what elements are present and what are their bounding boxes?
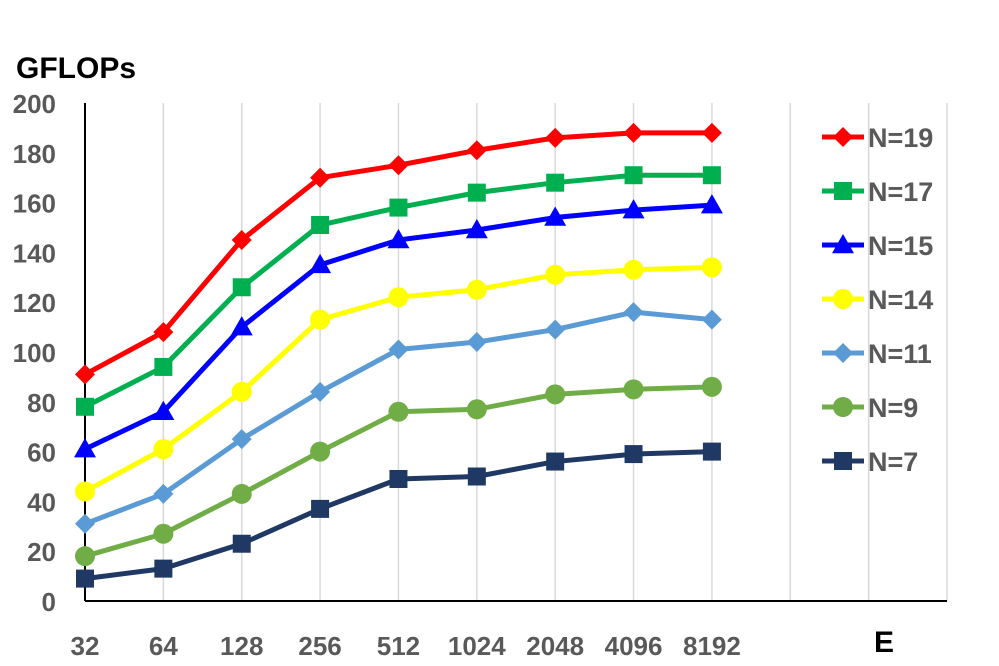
data-point	[154, 560, 172, 578]
y-tick-label: 140	[13, 238, 56, 268]
data-point	[388, 340, 408, 360]
data-point	[76, 570, 94, 588]
y-tick-label: 200	[13, 89, 56, 119]
x-tick-label: 8192	[683, 631, 741, 661]
y-tick-label: 60	[27, 438, 56, 468]
legend-label: N=9	[868, 393, 918, 423]
legend-marker	[834, 452, 852, 470]
data-point	[468, 184, 486, 202]
data-point	[545, 320, 565, 340]
data-point	[467, 280, 487, 300]
data-point	[75, 481, 95, 501]
data-point	[702, 310, 722, 330]
legend-item: N=19	[822, 123, 933, 153]
data-point	[702, 377, 722, 397]
legend-marker	[833, 127, 853, 147]
legend-label: N=19	[868, 123, 933, 153]
legend-item: N=7	[822, 447, 918, 477]
legend-item: N=14	[822, 285, 933, 315]
data-point	[233, 535, 251, 553]
data-point	[75, 364, 95, 384]
x-tick-label: 64	[149, 631, 178, 661]
data-point	[468, 468, 486, 486]
data-point	[546, 174, 564, 192]
y-tick-label: 120	[13, 288, 56, 318]
legend-item: N=15	[822, 231, 933, 261]
legend-label: N=17	[868, 177, 933, 207]
data-point	[703, 443, 721, 461]
data-point	[624, 379, 644, 399]
data-point	[388, 155, 408, 175]
data-point	[310, 442, 330, 462]
data-point	[624, 260, 644, 280]
data-point	[702, 257, 722, 277]
data-point	[232, 484, 252, 504]
data-point	[310, 310, 330, 330]
y-tick-label: 160	[13, 189, 56, 219]
legend-marker	[833, 343, 853, 363]
data-point	[467, 399, 487, 419]
legend-item: N=17	[822, 177, 933, 207]
data-point	[388, 402, 408, 422]
data-point	[467, 332, 487, 352]
x-tick-label: 32	[71, 631, 100, 661]
data-point	[389, 199, 407, 217]
data-point	[232, 382, 252, 402]
axes	[85, 103, 947, 601]
x-tick-label: 512	[377, 631, 420, 661]
legend: N=19 N=17 N=15 N=14 N=11 N=9 N=7	[822, 123, 933, 477]
y-tick-label: 40	[27, 487, 56, 517]
legend-label: N=11	[868, 339, 932, 369]
data-point	[703, 166, 721, 184]
data-point	[233, 278, 251, 296]
data-point	[624, 302, 644, 322]
x-tick-label: 2048	[526, 631, 584, 661]
y-tick-label: 180	[13, 139, 56, 169]
y-tick-label: 0	[42, 587, 56, 617]
data-point	[388, 287, 408, 307]
x-tick-label: 1024	[448, 631, 506, 661]
legend-marker	[833, 397, 853, 417]
x-axis-title: E	[874, 626, 894, 659]
data-point	[545, 265, 565, 285]
x-tick-label: 256	[298, 631, 341, 661]
data-point	[153, 524, 173, 544]
legend-label: N=7	[868, 447, 918, 477]
legend-item: N=11	[822, 339, 932, 369]
data-point	[153, 439, 173, 459]
legend-label: N=15	[868, 231, 933, 261]
y-axis-title: GFLOPs	[16, 52, 136, 85]
data-point	[624, 123, 644, 143]
legend-item: N=9	[822, 393, 918, 423]
y-tick-label: 100	[13, 338, 56, 368]
legend-marker	[833, 289, 853, 309]
data-point	[625, 166, 643, 184]
data-point	[546, 453, 564, 471]
data-point	[75, 546, 95, 566]
data-point	[625, 445, 643, 463]
data-point	[311, 500, 329, 518]
data-point	[154, 358, 172, 376]
legend-label: N=14	[868, 285, 933, 315]
data-point	[311, 216, 329, 234]
legend-marker	[834, 182, 852, 200]
data-point	[467, 140, 487, 160]
y-tick-label: 80	[27, 388, 56, 418]
data-point	[702, 123, 722, 143]
data-point	[76, 398, 94, 416]
data-point	[75, 514, 95, 534]
x-tick-label: 128	[220, 631, 263, 661]
data-point	[389, 470, 407, 488]
y-tick-label: 20	[27, 537, 56, 567]
data-point	[545, 128, 565, 148]
x-tick-label: 4096	[605, 631, 663, 661]
data-point	[545, 384, 565, 404]
